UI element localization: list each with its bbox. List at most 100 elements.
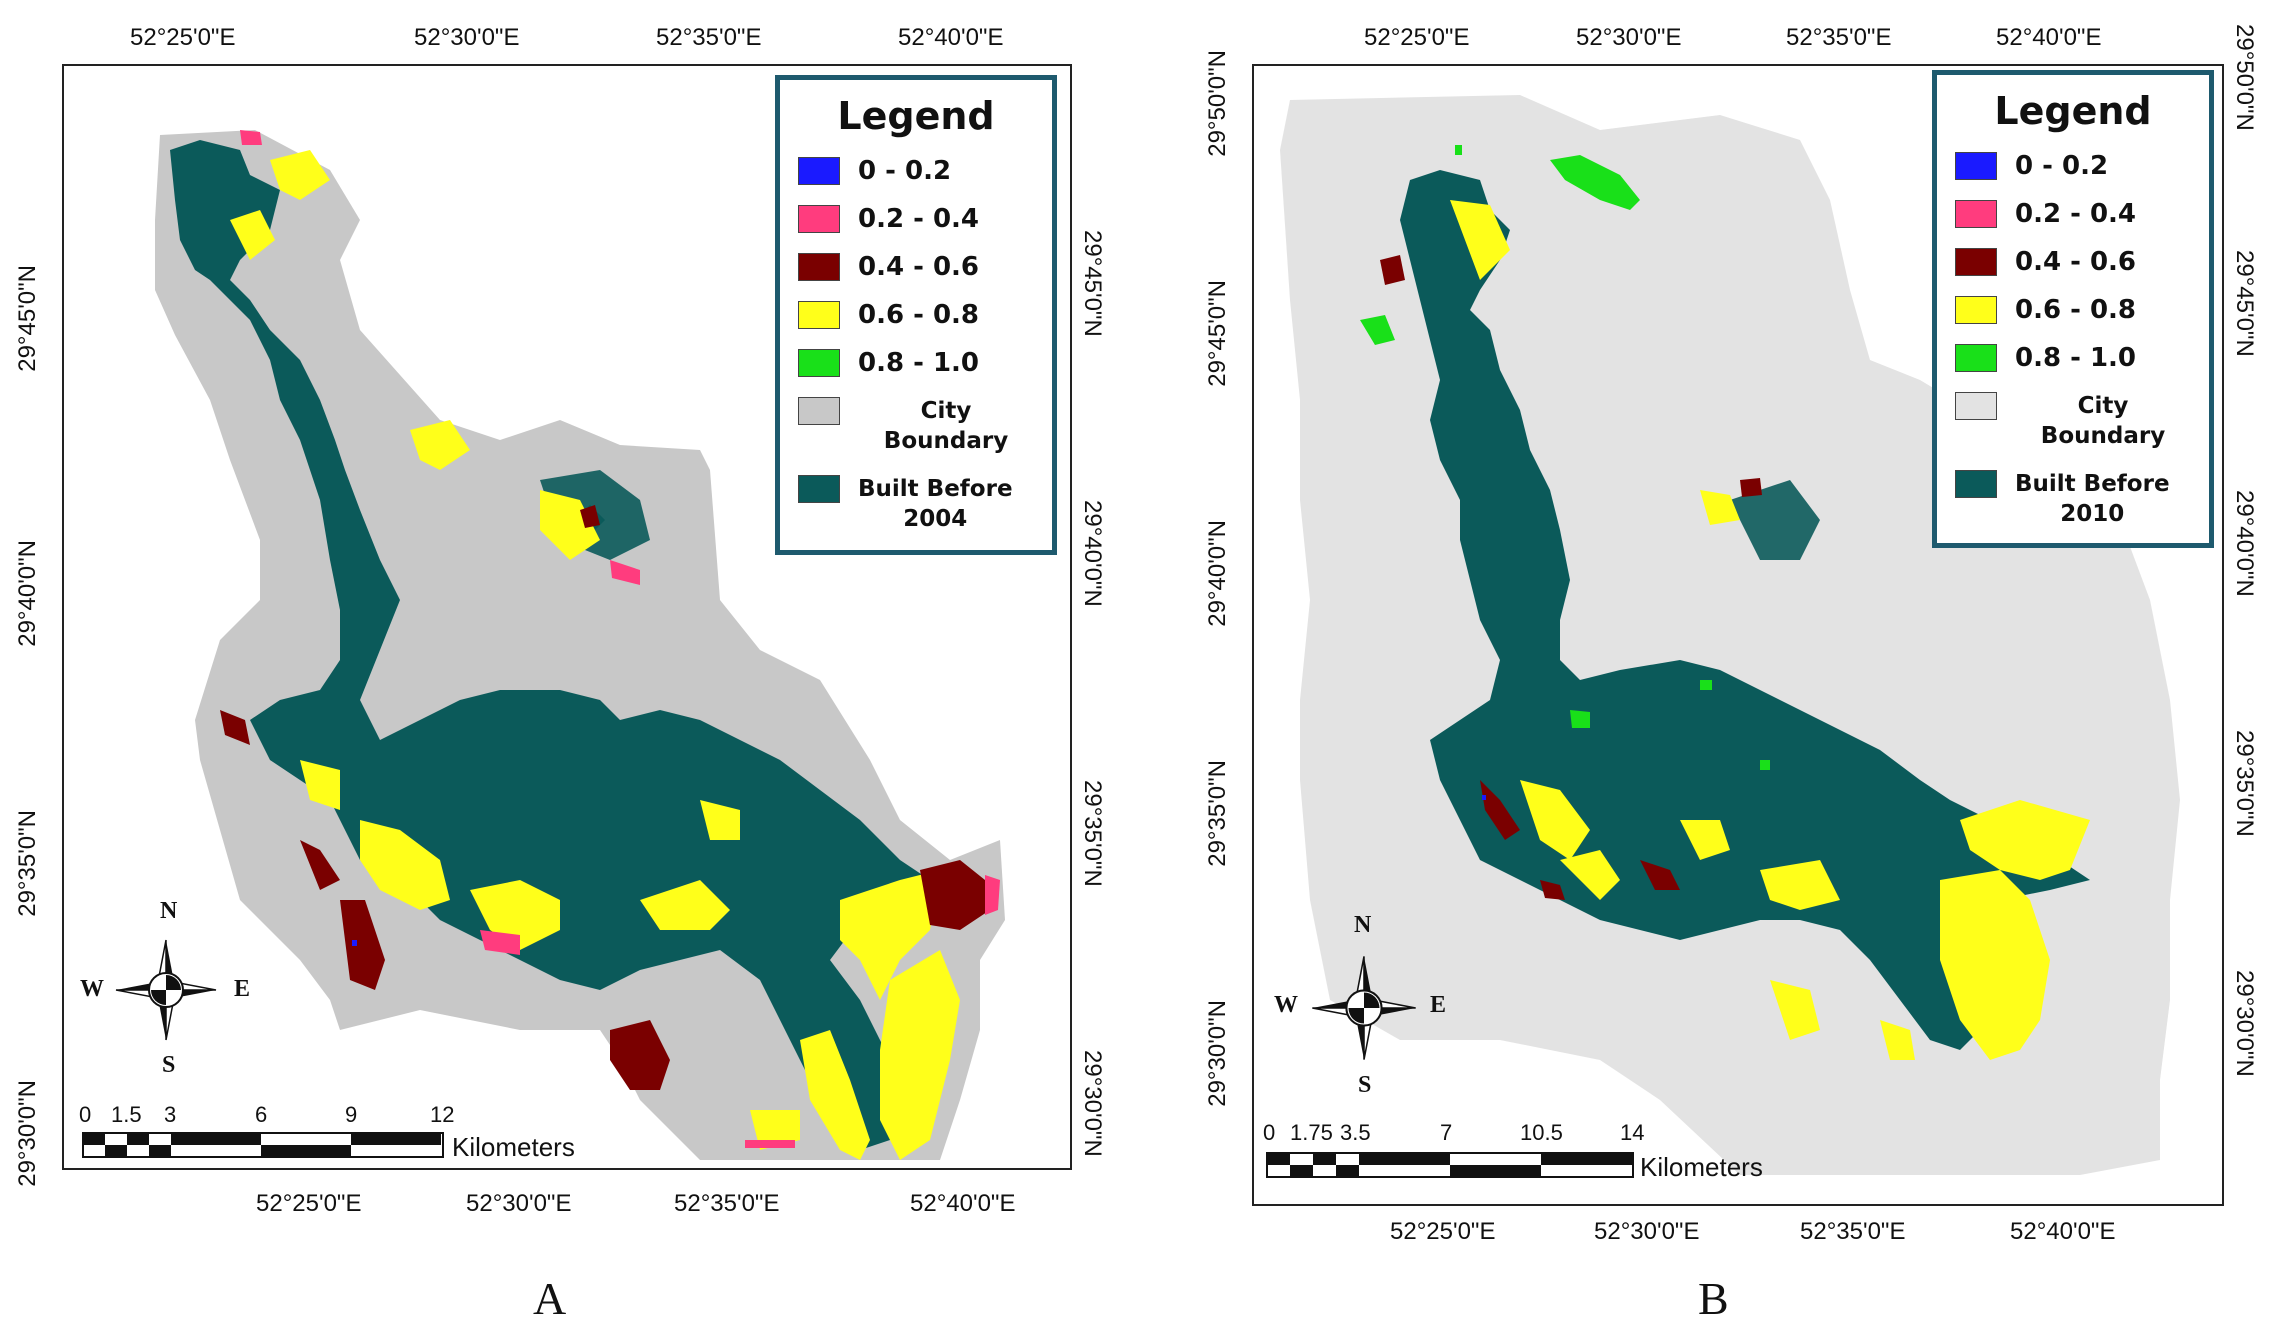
compass-rose-icon — [1312, 956, 1416, 1060]
lon-label-bottom-a-4: 52°40'0"E — [910, 1190, 1016, 1217]
lon-label-bottom-a-3: 52°35'0"E — [674, 1190, 780, 1217]
legend-label: Built Before 2004 — [858, 474, 1013, 534]
compass-e: E — [1430, 992, 1447, 1018]
legend-swatch — [798, 157, 840, 185]
lon-label-top-b-3: 52°35'0"E — [1786, 24, 1892, 51]
legend-label: 0.2 - 0.4 — [858, 204, 980, 234]
legend-swatch — [798, 397, 840, 425]
scale-tick-label: 1.75 — [1290, 1120, 1333, 1145]
legend-item: Built Before 2004 — [798, 474, 1034, 534]
legend-label: 0.6 - 0.8 — [2015, 295, 2137, 325]
legend-b: Legend 0 - 0.2 0.2 - 0.4 0.4 - 0.6 0.6 -… — [1932, 70, 2214, 548]
legend-swatch — [1955, 248, 1997, 276]
legend-swatch — [1955, 296, 1997, 324]
legend-label: 0.4 - 0.6 — [2015, 247, 2137, 277]
legend-item: 0.4 - 0.6 — [798, 252, 1034, 282]
lon-label-top-a-1: 52°25'0"E — [130, 24, 236, 51]
lon-label-top-b-1: 52°25'0"E — [1364, 24, 1470, 51]
class-08-10-patch-b-2 — [1360, 315, 1395, 345]
scale-tick-label: 0 — [1263, 1120, 1276, 1145]
legend-label-line2: 2010 — [2060, 501, 2125, 527]
class-02-04-patches-a — [240, 130, 1000, 1148]
lon-label-bottom-a-1: 52°25'0"E — [256, 1190, 362, 1217]
built-patch-b-1 — [1730, 480, 1820, 560]
lat-label-right-a-4: 29°30'0"N — [1079, 1050, 1106, 1157]
legend-swatch — [1955, 200, 1997, 228]
legend-item: 0.6 - 0.8 — [1955, 295, 2191, 325]
class-0-02-patches-b — [1482, 795, 1486, 800]
scale-tick-label: 6 — [255, 1102, 268, 1127]
legend-label-line2: 2004 — [903, 506, 968, 532]
legend-swatch — [798, 349, 840, 377]
compass-n: N — [1354, 912, 1372, 938]
compass-s: S — [162, 1052, 176, 1078]
legend-item: 0 - 0.2 — [1955, 151, 2191, 181]
legend-label: 0.2 - 0.4 — [2015, 199, 2137, 229]
lon-label-top-a-2: 52°30'0"E — [414, 24, 520, 51]
lon-label-bottom-b-2: 52°30'0"E — [1594, 1218, 1700, 1245]
legend-item: 0.6 - 0.8 — [798, 300, 1034, 330]
legend-label: City Boundary — [883, 398, 1009, 454]
lat-label-right-b-3: 29°40'0"N — [2231, 490, 2258, 597]
legend-swatch — [1955, 392, 1997, 420]
panel-letter-b: B — [1698, 1273, 1729, 1324]
scale-tick-label: 3.5 — [1340, 1120, 1371, 1145]
scale-tick-label: 9 — [345, 1102, 358, 1127]
lon-label-bottom-a-2: 52°30'0"E — [466, 1190, 572, 1217]
class-0-02-patch-a — [352, 940, 357, 946]
legend-label: 0.6 - 0.8 — [858, 300, 980, 330]
scale-tick-label: 12 — [430, 1102, 455, 1127]
legend-swatch — [798, 475, 840, 503]
panel-letter-a: A — [533, 1273, 567, 1324]
legend-item: 0.2 - 0.4 — [798, 204, 1034, 234]
lat-label-left-b-2: 29°45'0"N — [1204, 280, 1231, 387]
legend-swatch — [798, 301, 840, 329]
lat-label-left-b-1: 29°50'0"N — [1204, 50, 1231, 157]
legend-label: 0 - 0.2 — [858, 156, 952, 186]
lat-label-right-b-1: 29°50'0"N — [2231, 24, 2258, 131]
lat-label-right-b-5: 29°30'0"N — [2231, 970, 2258, 1077]
compass-w: W — [1274, 992, 1298, 1018]
class-04-06-patches-b — [1380, 255, 1762, 900]
class-06-08-patches-b — [1450, 200, 2090, 1060]
lon-label-top-b-2: 52°30'0"E — [1576, 24, 1682, 51]
lat-label-right-a-3: 29°35'0"N — [1079, 780, 1106, 887]
built-area-a — [170, 140, 970, 1150]
lon-label-top-b-4: 52°40'0"E — [1996, 24, 2102, 51]
legend-swatch — [798, 205, 840, 233]
class-08-10-patches-b-city — [1570, 680, 1770, 770]
lat-label-right-a-2: 29°40'0"N — [1079, 500, 1106, 607]
scale-tick-label: 3 — [164, 1102, 177, 1127]
scale-unit-b: Kilometers — [1640, 1152, 1763, 1182]
legend-label-line1: Built Before — [858, 476, 1013, 502]
legend-title: Legend — [1994, 89, 2152, 133]
scale-tick-label: 7 — [1440, 1120, 1453, 1145]
legend-swatch — [798, 253, 840, 281]
scale-tick-label: 1.5 — [111, 1102, 142, 1127]
legend-item: 0.8 - 1.0 — [798, 348, 1034, 378]
lon-label-top-a-3: 52°35'0"E — [656, 24, 762, 51]
legend-label: 0.8 - 1.0 — [2015, 343, 2137, 373]
legend-item: 0 - 0.2 — [798, 156, 1034, 186]
class-08-10-patch-b-1 — [1550, 155, 1640, 210]
lat-label-right-b-4: 29°35'0"N — [2231, 730, 2258, 837]
compass-rose-icon — [115, 939, 217, 1041]
legend-swatch — [1955, 344, 1997, 372]
lon-label-top-a-4: 52°40'0"E — [898, 24, 1004, 51]
legend-label: 0.4 - 0.6 — [858, 252, 980, 282]
lat-label-left-b-5: 29°30'0"N — [1204, 1000, 1231, 1107]
legend-title: Legend — [837, 94, 995, 138]
legend-label: Built Before 2010 — [2015, 469, 2170, 529]
compass-e: E — [234, 976, 251, 1002]
legend-item: 0.2 - 0.4 — [1955, 199, 2191, 229]
legend-a: Legend 0 - 0.2 0.2 - 0.4 0.4 - 0.6 0.6 -… — [775, 75, 1057, 555]
legend-item: City Boundary — [798, 396, 1034, 456]
legend-label-line1: Built Before — [2015, 471, 2170, 497]
lat-label-left-b-3: 29°40'0"N — [1204, 520, 1231, 627]
lat-label-left-b-4: 29°35'0"N — [1204, 760, 1231, 867]
legend-item: 0.4 - 0.6 — [1955, 247, 2191, 277]
legend-label: 0.8 - 1.0 — [858, 348, 980, 378]
class-04-06-patches-a — [220, 505, 990, 1090]
legend-swatch — [1955, 152, 1997, 180]
